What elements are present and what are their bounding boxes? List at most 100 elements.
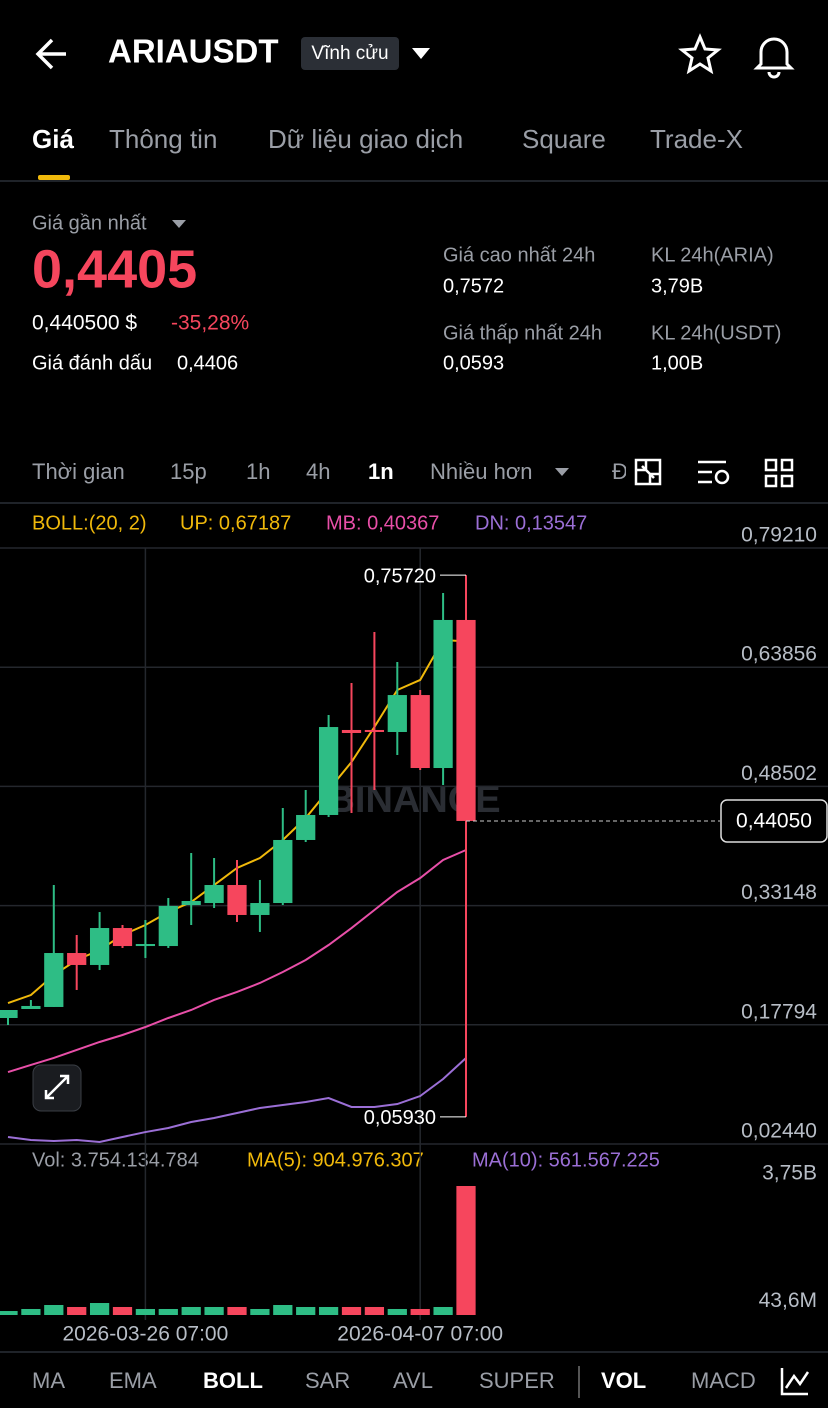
interval-more[interactable]: Nhiều hơn xyxy=(430,459,533,484)
y-tick-label: 0,79210 xyxy=(741,524,817,547)
last-price-box xyxy=(720,799,828,843)
interval-label: Thời gian xyxy=(32,459,125,484)
vol-legend: MA(10): 561.567.225 xyxy=(472,1149,660,1171)
indicator[interactable]: SAR xyxy=(305,1368,350,1393)
chart-icon[interactable] xyxy=(780,1368,810,1396)
volume-bar xyxy=(89,1303,110,1315)
volume-bar xyxy=(341,1306,362,1315)
volume-bar xyxy=(204,1306,224,1315)
candle-body xyxy=(341,729,362,734)
volume-bar xyxy=(296,1306,316,1315)
volume-bar xyxy=(112,1306,133,1315)
indicator[interactable]: MACD xyxy=(691,1368,756,1393)
tool-icon[interactable] xyxy=(634,458,662,486)
stat-value: 1,00B xyxy=(651,352,703,374)
boll-line xyxy=(7,849,467,1073)
candle-body xyxy=(318,727,339,815)
star-icon[interactable] xyxy=(678,33,722,75)
indicator-active[interactable]: BOLL xyxy=(203,1368,263,1393)
stat-label: Giá cao nhất 24h xyxy=(443,244,595,266)
candle-body xyxy=(181,901,201,906)
tab[interactable]: Thông tin xyxy=(109,124,217,154)
stat-value: 3,79B xyxy=(651,275,703,297)
candle-body xyxy=(44,953,64,1007)
candle-body xyxy=(21,1005,41,1009)
vol-legend: MA(5): 904.976.307 xyxy=(247,1149,424,1171)
stat-value: 0,0593 xyxy=(443,352,504,374)
x-tick-label: 2026-04-07 07:00 xyxy=(337,1323,503,1346)
indicator[interactable]: AVL xyxy=(393,1368,433,1393)
dropdown xyxy=(555,468,569,476)
y-tick-label: 0,48502 xyxy=(741,762,817,785)
last-price-tag: 0,44050 xyxy=(736,810,812,833)
interval[interactable]: 1h xyxy=(246,459,270,484)
tab-indicator xyxy=(38,175,70,180)
layout-icon[interactable] xyxy=(764,458,794,488)
indicator[interactable]: SUPER xyxy=(479,1368,555,1393)
mark-price: 0,4406 xyxy=(177,352,238,374)
x-tick-label: 2026-03-26 07:00 xyxy=(62,1323,228,1346)
low-marker: 0,05930 xyxy=(364,1107,436,1129)
volume-bar xyxy=(456,1186,476,1315)
candle-body xyxy=(433,619,453,769)
tab[interactable]: Trade-X xyxy=(650,124,743,154)
tab[interactable]: Dữ liệu giao dịch xyxy=(268,124,463,154)
candle-body xyxy=(67,953,87,965)
candle-body xyxy=(273,839,293,904)
candle-body xyxy=(387,695,407,732)
last-price: 0,4405 xyxy=(32,239,197,299)
indicator[interactable]: EMA xyxy=(109,1368,157,1393)
candle-body xyxy=(456,619,476,821)
volume-bar xyxy=(181,1306,201,1315)
bell-icon[interactable] xyxy=(753,37,795,79)
volume-bar xyxy=(318,1306,339,1315)
boll-legend: DN: 0,13547 xyxy=(475,512,587,534)
volume-bar xyxy=(433,1306,453,1315)
boll-legend: BOLL:(20, 2) xyxy=(32,512,147,534)
volume-bar xyxy=(364,1306,385,1315)
volume-bar xyxy=(0,1311,18,1315)
symbol-title: ARIAUSDT xyxy=(108,33,279,70)
settings-icon[interactable] xyxy=(698,460,730,485)
last-label[interactable]: Giá gần nhất xyxy=(32,212,147,234)
interval-active[interactable]: 1n xyxy=(368,459,394,484)
icon-bg xyxy=(760,1360,828,1408)
candle-body xyxy=(204,885,224,904)
expand-icon xyxy=(44,1074,70,1100)
candle-body xyxy=(227,885,247,915)
volume-bar xyxy=(67,1306,87,1315)
candle-body xyxy=(410,695,430,769)
y-tick-label: 0,02440 xyxy=(741,1120,817,1143)
vol-legend: Vol: 3.754.134.784 xyxy=(32,1149,199,1171)
boll-line xyxy=(7,1057,467,1143)
boll-legend: UP: 0,67187 xyxy=(180,512,291,534)
volume-bar xyxy=(410,1308,430,1315)
volume-bar xyxy=(387,1308,407,1315)
back-button[interactable] xyxy=(35,38,66,70)
candle-body xyxy=(364,729,385,732)
candle-body xyxy=(135,944,156,947)
vol-tick-label: 43,6M xyxy=(759,1289,817,1312)
interval[interactable]: 4h xyxy=(306,459,330,484)
tab[interactable]: Square xyxy=(522,124,606,154)
candle-body xyxy=(0,1010,18,1018)
vol-tick-label: 3,75B xyxy=(762,1162,817,1185)
dropdown[interactable] xyxy=(412,48,430,59)
volume-bar xyxy=(273,1305,293,1315)
indicator[interactable]: MA xyxy=(32,1368,65,1393)
interval[interactable]: 15p xyxy=(170,459,207,484)
interval[interactable]: Đ xyxy=(612,459,628,484)
badge-bg xyxy=(301,37,399,70)
candle-body xyxy=(112,928,133,947)
indicator-active[interactable]: VOL xyxy=(601,1368,646,1393)
stat-value: 0,7572 xyxy=(443,275,504,297)
candle-body xyxy=(89,928,110,965)
stat-label: KL 24h(ARIA) xyxy=(651,244,774,266)
dropdown xyxy=(172,220,186,228)
y-tick-label: 0,33148 xyxy=(741,881,817,904)
mark-label: Giá đánh dấu xyxy=(32,352,152,374)
tab[interactable]: Giá xyxy=(32,124,74,154)
high-marker: 0,75720 xyxy=(364,565,436,587)
volume-bar xyxy=(227,1306,247,1315)
volume-bar xyxy=(44,1305,64,1315)
